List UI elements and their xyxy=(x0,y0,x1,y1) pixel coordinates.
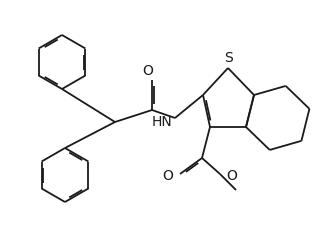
Text: O: O xyxy=(226,168,237,182)
Text: S: S xyxy=(225,51,233,65)
Text: O: O xyxy=(142,64,154,78)
Text: O: O xyxy=(162,168,173,182)
Text: HN: HN xyxy=(151,114,172,128)
